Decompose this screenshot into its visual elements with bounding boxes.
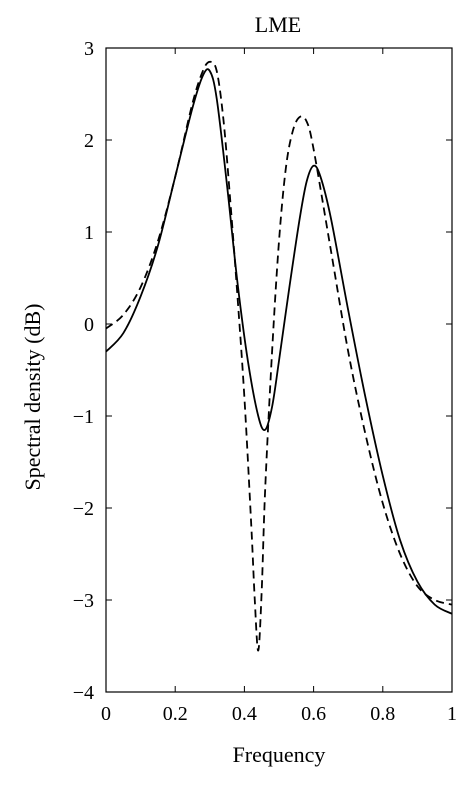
x-tick-label: 0.2 xyxy=(163,703,188,725)
plot-frame xyxy=(105,47,453,693)
x-tick-label: 0.8 xyxy=(370,703,395,725)
y-tick-label: −3 xyxy=(73,590,94,612)
x-tick-label: 0 xyxy=(101,703,111,725)
y-tick-label: 2 xyxy=(84,130,94,152)
x-tick-label: 0.6 xyxy=(301,703,326,725)
dashed-series-line xyxy=(105,60,453,652)
y-tick-label: 3 xyxy=(84,38,94,60)
solid-series-line xyxy=(105,68,453,615)
y-tick-label: −2 xyxy=(73,498,94,520)
plot-area: 0 0.2 0.4 0.6 0.8 1 −4 −3 −2 −1 0 1 2 3 xyxy=(73,38,457,725)
y-tick-label: −4 xyxy=(73,682,94,704)
y-tick-label: 0 xyxy=(84,314,94,336)
y-tick-label: −1 xyxy=(73,406,94,428)
y-tick-label: 1 xyxy=(84,222,94,244)
y-axis-title: Spectral density (dB) xyxy=(20,304,45,491)
x-axis-title: Frequency xyxy=(233,742,326,767)
x-tick-label: 1 xyxy=(447,703,457,725)
x-tick-label: 0.4 xyxy=(232,703,257,725)
chart-title: LME xyxy=(255,12,301,37)
